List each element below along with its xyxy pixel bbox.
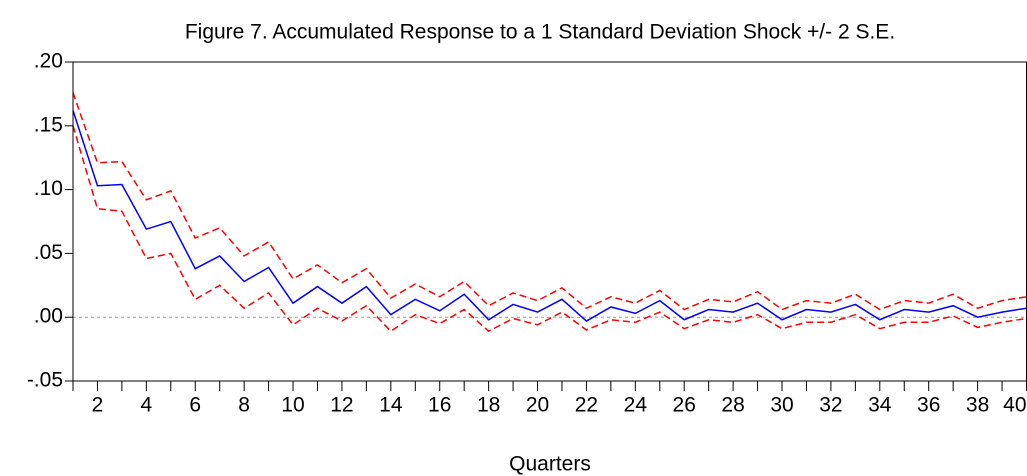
series-line [72,125,1027,333]
series-line [72,110,1027,322]
x-tick-label: 26 [673,394,696,417]
x-tick-label: 34 [868,394,892,417]
series-line [72,92,1027,311]
x-tick-label: 2 [92,394,104,417]
y-tick-label: .20 [34,50,63,73]
x-tick-label: 36 [917,394,940,417]
x-tick-label: 12 [330,394,353,417]
x-tick-label: 18 [477,394,500,417]
x-axis-label: Quarters [509,453,591,476]
x-tick-label: 6 [189,394,201,417]
x-tick-label: 8 [238,394,250,417]
x-tick-label: 16 [428,394,451,417]
y-tick-label: .00 [34,305,63,328]
x-tick-label: 20 [526,394,549,417]
x-tick-label: 38 [966,394,989,417]
x-tick-label: 4 [141,394,153,417]
x-tick-label: 14 [379,394,403,417]
x-tick-label: 32 [819,394,842,417]
y-tick-label: -.05 [27,369,63,392]
y-tick-label: .15 [34,113,63,136]
chart-title: Figure 7. Accumulated Response to a 1 St… [185,21,895,44]
plot-frame [72,61,1027,382]
x-tick-label: 24 [624,394,648,417]
x-tick-label: 10 [281,394,304,417]
y-tick-label: .10 [34,177,63,200]
x-tick-label: 28 [721,394,744,417]
x-tick-label: 40 [1003,394,1026,417]
x-tick-label: 22 [575,394,598,417]
y-tick-label: .05 [34,241,63,264]
x-tick-label: 30 [770,394,793,417]
